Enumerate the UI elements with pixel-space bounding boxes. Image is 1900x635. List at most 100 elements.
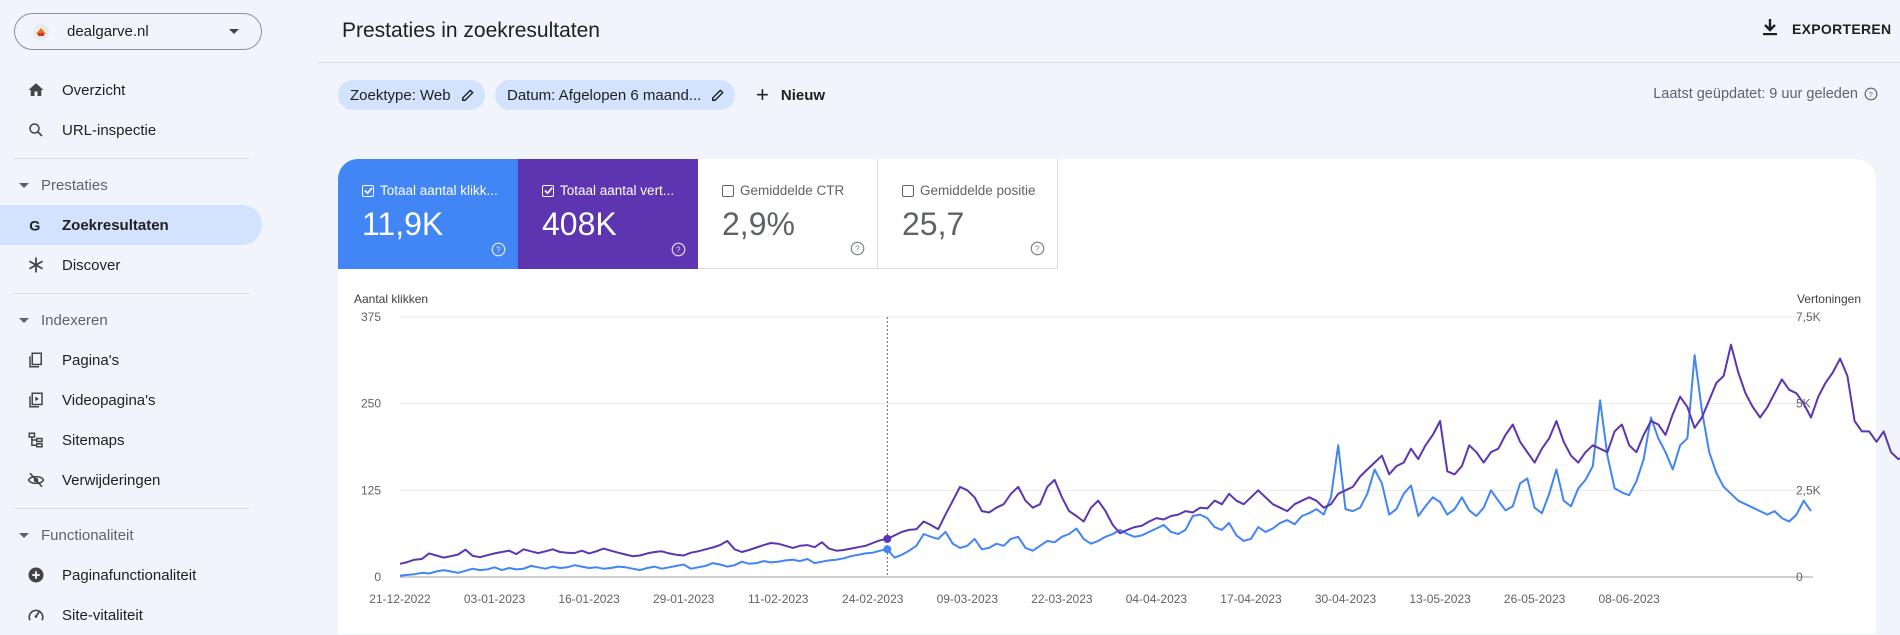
svg-text:G: G	[29, 218, 40, 234]
sidebar-item-label: Zoekresultaten	[62, 216, 169, 234]
download-icon	[1762, 18, 1778, 39]
metric-impressions[interactable]: Totaal aantal vert... 408K ?	[518, 159, 698, 269]
divider	[14, 158, 249, 159]
svg-text:?: ?	[496, 246, 501, 255]
checkbox-checked-icon[interactable]	[362, 184, 374, 197]
triangle-down-icon	[19, 182, 29, 188]
left-tick-label: 125	[361, 483, 381, 497]
sidebar-item-label: Sitemaps	[62, 431, 125, 449]
chip-label: Zoektype: Web	[350, 86, 451, 104]
filter-chip-date[interactable]: Datum: Afgelopen 6 maand...	[495, 80, 736, 110]
sidebar-item-verwijderingen[interactable]: Verwijderingen	[0, 460, 262, 500]
metric-value: 408K	[542, 206, 617, 242]
last-updated-text: Laatst geüpdatet: 9 uur geleden	[1653, 86, 1858, 102]
pages-icon	[26, 350, 46, 370]
filter-chip-search-type[interactable]: Zoektype: Web	[338, 80, 485, 110]
sidebar-item-label: Verwijderingen	[62, 471, 161, 489]
new-filter-button[interactable]: + Nieuw	[756, 80, 825, 110]
sidebar-item-paginas[interactable]: Pagina's	[0, 340, 262, 380]
left-tick-label: 250	[361, 397, 381, 411]
x-tick-label: 04-04-2023	[1126, 592, 1188, 606]
sidebar-item-site-vitaliteit[interactable]: Site-vitaliteit	[0, 595, 262, 635]
sidebar-item-label: Overzicht	[62, 81, 126, 99]
sidebar-item-label: Site-vitaliteit	[62, 606, 143, 624]
help-icon[interactable]: ?	[1030, 241, 1045, 256]
sidebar-item-label: Pagina's	[62, 351, 120, 369]
section-functionaliteit[interactable]: Functionaliteit	[0, 520, 134, 550]
metric-label: Gemiddelde CTR	[740, 183, 845, 198]
sidebar-item-label: URL-inspectie	[62, 121, 157, 139]
metric-value: 25,7	[902, 206, 965, 242]
x-tick-label: 24-02-2023	[842, 592, 904, 606]
checkbox-unchecked-icon[interactable]	[902, 184, 914, 197]
x-tick-label: 16-01-2023	[558, 592, 620, 606]
right-tick-label: 2,5K	[1796, 483, 1821, 497]
section-label: Functionaliteit	[41, 526, 134, 544]
metric-value: 11,9K	[362, 206, 444, 242]
metric-label: Gemiddelde positie	[920, 183, 1036, 198]
x-tick-label: 08-06-2023	[1598, 592, 1660, 606]
edit-pencil-icon	[461, 88, 475, 102]
section-indexeren[interactable]: Indexeren	[0, 305, 108, 335]
hover-point-clicks	[883, 545, 892, 554]
help-icon[interactable]: ?	[1864, 87, 1878, 101]
eye-off-icon	[26, 470, 46, 490]
property-logo-icon	[31, 22, 51, 42]
svg-text:?: ?	[1035, 245, 1040, 254]
x-tick-label: 29-01-2023	[653, 592, 715, 606]
speedometer-icon	[26, 605, 46, 625]
x-tick-label: 30-04-2023	[1315, 592, 1377, 606]
left-tick-label: 0	[374, 570, 381, 584]
sidebar: dealgarve.nl Overzicht URL-inspectie Pre…	[0, 0, 262, 634]
chevron-down-icon	[229, 29, 239, 34]
sidebar-item-label: Videopagina's	[62, 391, 156, 409]
google-g-icon: G	[26, 215, 46, 235]
metric-position[interactable]: Gemiddelde positie 25,7 ?	[878, 159, 1058, 269]
sidebar-item-label: Discover	[62, 256, 121, 274]
series-line-impressions	[399, 343, 1900, 565]
section-label: Prestaties	[41, 176, 108, 194]
sidebar-item-paginafunctionaliteit[interactable]: Paginafunctionaliteit	[0, 555, 262, 595]
checkbox-checked-icon[interactable]	[542, 184, 554, 197]
sidebar-item-videopaginas[interactable]: Videopagina's	[0, 380, 262, 420]
export-button[interactable]: EXPORTEREN	[1762, 18, 1891, 39]
svg-text:?: ?	[676, 246, 681, 255]
help-icon[interactable]: ?	[671, 242, 686, 257]
help-icon[interactable]: ?	[491, 242, 506, 257]
search-icon	[26, 120, 46, 140]
help-icon[interactable]: ?	[850, 241, 865, 256]
sidebar-item-sitemaps[interactable]: Sitemaps	[0, 420, 262, 460]
right-tick-label: 7,5K	[1796, 310, 1821, 324]
metric-clicks[interactable]: Totaal aantal klikk... 11,9K ?	[338, 159, 518, 269]
x-tick-label: 09-03-2023	[937, 592, 999, 606]
plus-icon: +	[756, 82, 769, 107]
chip-label: Datum: Afgelopen 6 maand...	[507, 86, 702, 104]
sidebar-item-label: Paginafunctionaliteit	[62, 566, 197, 584]
x-tick-label: 03-01-2023	[464, 592, 526, 606]
sidebar-item-discover[interactable]: Discover	[0, 245, 262, 285]
svg-text:?: ?	[855, 245, 860, 254]
x-tick-label: 17-04-2023	[1220, 592, 1282, 606]
checkbox-unchecked-icon[interactable]	[722, 184, 734, 197]
triangle-down-icon	[19, 317, 29, 323]
sidebar-item-zoekresultaten[interactable]: G Zoekresultaten	[0, 205, 262, 245]
property-selector[interactable]: dealgarve.nl	[14, 13, 262, 50]
sidebar-item-overzicht[interactable]: Overzicht	[0, 70, 262, 110]
series-line-clicks	[399, 354, 1812, 577]
divider	[14, 293, 249, 294]
last-updated: Laatst geüpdatet: 9 uur geleden ?	[1653, 86, 1878, 102]
video-page-icon	[26, 390, 46, 410]
left-tick-label: 375	[361, 310, 381, 324]
asterisk-icon	[26, 255, 46, 275]
metric-ctr[interactable]: Gemiddelde CTR 2,9% ?	[698, 159, 878, 269]
page-title: Prestaties in zoekresultaten	[342, 19, 600, 42]
sidebar-item-url-inspectie[interactable]: URL-inspectie	[0, 110, 262, 150]
divider	[14, 508, 249, 509]
sitemap-icon	[26, 430, 46, 450]
new-label: Nieuw	[780, 86, 826, 104]
section-prestaties[interactable]: Prestaties	[0, 170, 108, 200]
home-icon	[26, 80, 46, 100]
add-circle-icon	[26, 565, 46, 585]
x-tick-label: 22-03-2023	[1031, 592, 1093, 606]
